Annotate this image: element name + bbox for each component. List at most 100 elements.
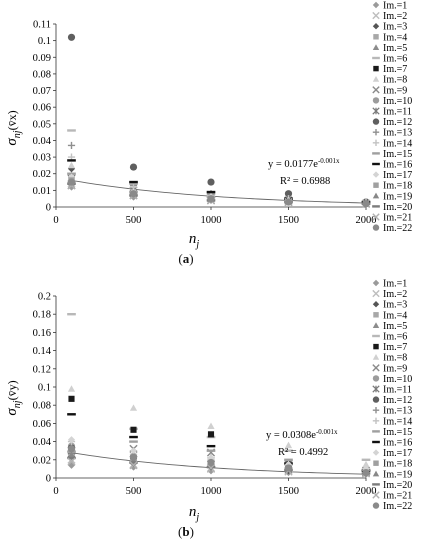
y-tick-label: 0.05: [33, 119, 51, 130]
data-point: [129, 461, 138, 470]
legend-entry: Im.=7: [373, 342, 407, 353]
legend-label: Im.=10: [383, 374, 412, 385]
data-point: [284, 190, 293, 198]
legend-entry: Im.=3: [372, 22, 407, 33]
y-tick-label: 0.04: [33, 136, 52, 147]
legend-marker: [372, 23, 380, 30]
legend-marker: [372, 213, 380, 221]
legend-entry: Im.=2: [372, 289, 407, 300]
data-point: [206, 449, 216, 452]
axes-b: 0 0.02 0.04 0.06 0.08 0.1 0.12 0.14 0.16 0.18 0.2 0…: [33, 292, 377, 498]
legend-marker: [372, 118, 380, 125]
data-point: [67, 413, 76, 416]
x-axis-label-b: nj: [189, 504, 200, 523]
legend-marker: [372, 417, 380, 424]
data-point: [129, 404, 138, 411]
legend-marker: [372, 76, 380, 82]
y-tick-label: 0.09: [33, 53, 51, 64]
legend-label: Im.=4: [383, 32, 407, 43]
legend-marker: [372, 385, 380, 393]
legend-entry: Im.=4: [373, 310, 407, 321]
legend-marker: [372, 205, 380, 208]
legend-label: Im.=14: [383, 138, 412, 149]
legend-label: Im.=10: [383, 96, 412, 107]
legend-marker: [372, 430, 380, 433]
data-point: [67, 313, 76, 316]
trendline-a: [71, 179, 367, 204]
legend-marker: [373, 343, 379, 350]
data-point: [67, 141, 76, 150]
data-point: [207, 422, 215, 430]
data-point: [206, 444, 216, 448]
chart-panel-a: 0 0.01 0.02 0.03 0.04 0.05 0.06 0.07 0.08 0.09 0.1…: [0, 0, 442, 272]
legend-entry: Im.=21: [372, 491, 412, 502]
legend-entry: Im.=13: [372, 128, 412, 139]
legend-entry: Im.=3: [372, 300, 407, 311]
data-point: [207, 195, 215, 203]
legend-label: Im.=9: [383, 363, 407, 374]
y-tick-label: 0.01: [33, 186, 51, 197]
legend-label: Im.=15: [383, 149, 412, 160]
data-point: [67, 129, 76, 132]
legend-marker: [372, 86, 380, 94]
legend-marker: [372, 97, 380, 104]
trend-equation-a: y = 0.0177e-0.001x: [268, 157, 340, 170]
legend-entry: Im.=14: [372, 416, 412, 427]
legend-marker: [372, 224, 380, 231]
data-point: [129, 461, 138, 464]
legend-entry: Im.=10: [372, 374, 412, 385]
caption-b: (b): [178, 524, 194, 539]
y-tick-label: 0.08: [33, 401, 51, 412]
data-point: [284, 449, 293, 452]
x-tick-label: 0: [53, 215, 58, 226]
legend-marker: [373, 34, 379, 40]
legend-label: Im.=18: [383, 459, 412, 470]
data-point: [284, 458, 293, 461]
y-tick-label: 0.04: [33, 437, 52, 448]
data-point: [284, 441, 293, 449]
legend-entry: Im.=20: [372, 480, 412, 491]
y-tick-label: 0.1: [38, 383, 51, 394]
y-tick-label: 0.12: [33, 364, 51, 375]
scatter-chart-a: 0 0.01 0.02 0.03 0.04 0.05 0.06 0.07 0.08 0.09 0.1…: [4, 1, 412, 251]
legend-marker: [372, 107, 380, 115]
legend-marker: [372, 502, 380, 509]
legend-entry: Im.=16: [372, 160, 412, 171]
legend-entry: Im.=2: [372, 11, 407, 22]
legend-label: Im.=2: [383, 11, 407, 22]
legend-label: Im.=3: [383, 22, 407, 33]
legend-entry: Im.=15: [372, 427, 412, 438]
legend-label: Im.=11: [383, 385, 412, 396]
data-point: [67, 178, 76, 186]
data-point: [284, 198, 293, 206]
x-tick-label: 500: [126, 486, 142, 497]
legend-label: Im.=7: [383, 64, 407, 75]
legend-marker: [372, 470, 380, 477]
legend-label: Im.=5: [383, 321, 407, 332]
legend-marker: [372, 162, 380, 166]
legend-label: Im.=1: [383, 279, 407, 290]
legend-label: Im.=19: [383, 469, 412, 480]
data-point: [130, 426, 137, 433]
legend-marker: [373, 460, 379, 466]
data-point: [67, 385, 76, 392]
data-point: [129, 453, 138, 461]
y-tick-label: 0: [46, 474, 51, 485]
legend-entry: Im.=13: [372, 406, 412, 417]
legend-label: Im.=12: [383, 117, 412, 128]
trendline-b: [71, 452, 367, 475]
data-point: [362, 468, 370, 477]
y-tick-label: 0.16: [33, 328, 51, 339]
legend-a: Im.=1Im.=2Im.=3Im.=4Im.=5Im.=6Im.=7Im.=8…: [372, 1, 412, 234]
legend-label: Im.=12: [383, 395, 412, 406]
legend-marker: [372, 449, 380, 456]
legend-entry: Im.=10: [372, 96, 412, 107]
legend-label: Im.=13: [383, 128, 412, 139]
y-tick-label: 0.11: [33, 20, 51, 31]
legend-label: Im.=6: [383, 332, 407, 343]
legend-label: Im.=9: [383, 85, 407, 96]
legend-entry: Im.=12: [372, 395, 412, 406]
y-tick-label: 0.18: [33, 310, 51, 321]
legend-label: Im.=21: [383, 491, 412, 502]
exponential-trendline: [71, 179, 367, 204]
